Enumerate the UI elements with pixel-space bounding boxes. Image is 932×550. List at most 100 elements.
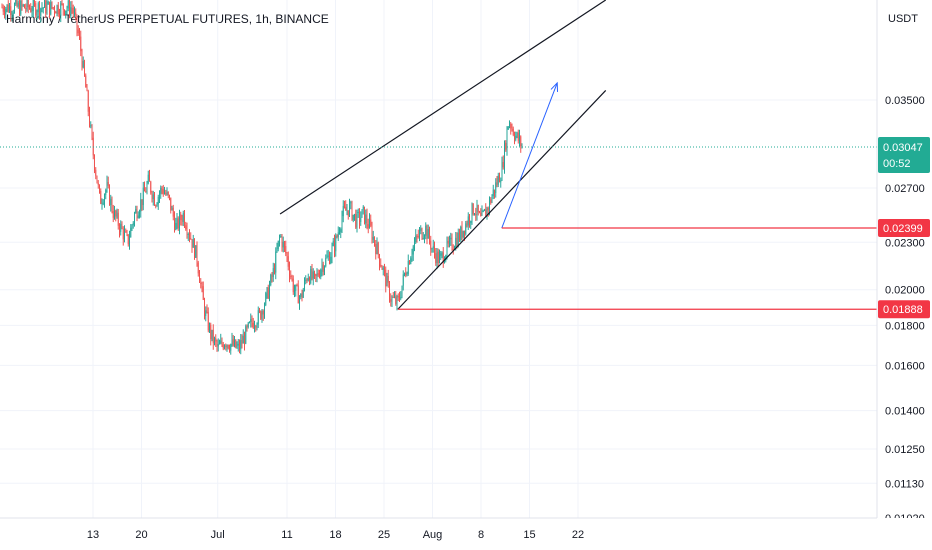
- candle-body: [140, 199, 142, 212]
- candle-body: [95, 169, 97, 176]
- candle-body: [276, 248, 278, 252]
- candle-body: [351, 202, 353, 220]
- candle-body: [150, 181, 152, 193]
- candle-body: [450, 237, 452, 240]
- candle-body: [475, 214, 477, 216]
- candle-body: [145, 191, 147, 193]
- candle-body: [346, 210, 348, 212]
- candle-body: [32, 0, 34, 12]
- candle-body: [492, 189, 494, 197]
- candle-body: [326, 256, 328, 258]
- candle-body: [435, 253, 437, 264]
- candle-body: [499, 175, 500, 183]
- candle-body: [149, 174, 150, 182]
- candle-body: [155, 205, 157, 207]
- candle-body: [134, 213, 135, 223]
- candle-body: [389, 282, 390, 300]
- price-axis[interactable]: USDT 0.03500 0.02700 0.02300 0.02000 0.01800…: [876, 0, 932, 525]
- candle-body: [354, 214, 355, 216]
- candle-body: [319, 275, 320, 277]
- countdown-label: 00:52: [883, 158, 911, 170]
- candle-body: [505, 142, 507, 150]
- candle-body: [124, 231, 125, 240]
- candle-body: [69, 0, 70, 14]
- candle-body: [420, 228, 422, 231]
- candle-body: [341, 216, 343, 230]
- candle-body: [77, 29, 79, 34]
- candle-body: [201, 283, 203, 287]
- candle-body: [105, 190, 107, 195]
- y-tick-label: 0.01400: [885, 406, 925, 418]
- candle-body: [459, 232, 460, 240]
- candle-body: [172, 207, 174, 217]
- candle-body: [45, 0, 47, 14]
- candle-body: [272, 268, 274, 278]
- candle-body: [426, 225, 428, 239]
- candle-body: [24, 4, 25, 9]
- candle-body: [502, 162, 504, 168]
- candle-body: [350, 202, 352, 204]
- candle-body: [40, 8, 42, 16]
- candle-body: [129, 237, 130, 245]
- candle-body: [157, 196, 159, 205]
- plot-area[interactable]: [1, 0, 523, 355]
- candle-body: [60, 3, 62, 16]
- candle-body: [41, 8, 43, 10]
- candle-body: [304, 280, 305, 290]
- candle-body: [286, 253, 288, 257]
- candle-body: [146, 183, 148, 193]
- candle-body: [312, 271, 314, 279]
- candle-body: [244, 335, 245, 344]
- candle-body: [507, 126, 509, 130]
- candle-body: [427, 229, 429, 239]
- candle-body: [500, 180, 502, 183]
- trend-drawings[interactable]: [0, 0, 877, 310]
- candle-body: [90, 125, 92, 127]
- candle-body: [490, 199, 492, 203]
- candle-body: [331, 245, 333, 257]
- candle-body: [197, 262, 199, 274]
- candle-body: [355, 214, 357, 228]
- candle-body: [36, 12, 38, 16]
- candle-body: [237, 343, 239, 346]
- candle-body: [101, 203, 103, 205]
- x-tick-label: Jul: [211, 529, 225, 541]
- candle-body: [446, 240, 448, 256]
- candle-body: [260, 311, 262, 319]
- candle-body: [225, 345, 227, 348]
- candle-body: [339, 232, 340, 234]
- candle-body: [456, 237, 458, 247]
- candle-body: [152, 194, 154, 200]
- candle-body: [345, 206, 347, 211]
- time-axis[interactable]: 13 20 Jul 11 18 25 Aug 8 15 22: [0, 517, 932, 550]
- candle-body: [297, 285, 299, 304]
- candle-body: [267, 287, 269, 299]
- x-tick-label: 8: [478, 529, 484, 541]
- candle-body: [402, 274, 404, 286]
- candle-body: [375, 243, 377, 254]
- candle-body: [361, 209, 363, 218]
- candle-body: [320, 269, 322, 277]
- candle-body: [342, 205, 344, 217]
- price-tags: 0.02399 0.01888 0.03047 00:52: [878, 136, 930, 319]
- candle-body: [199, 273, 200, 283]
- candle-body: [259, 310, 260, 312]
- candle-body: [162, 189, 164, 194]
- candle-body: [377, 242, 379, 255]
- candle-body: [376, 242, 378, 254]
- candle-body: [317, 272, 319, 276]
- candle-body: [359, 212, 360, 222]
- x-tick-label: 15: [523, 529, 535, 541]
- candle-body: [34, 0, 35, 4]
- candle-body: [479, 212, 480, 214]
- candle-body: [241, 340, 243, 344]
- candle-body: [396, 296, 398, 304]
- candle-body: [251, 318, 253, 323]
- candle-body: [347, 210, 349, 216]
- candle-body: [452, 248, 454, 250]
- last-price-label: 0.03047: [883, 142, 923, 154]
- candle-body: [384, 267, 385, 270]
- candle-body: [31, 11, 33, 13]
- candle-body: [216, 341, 218, 347]
